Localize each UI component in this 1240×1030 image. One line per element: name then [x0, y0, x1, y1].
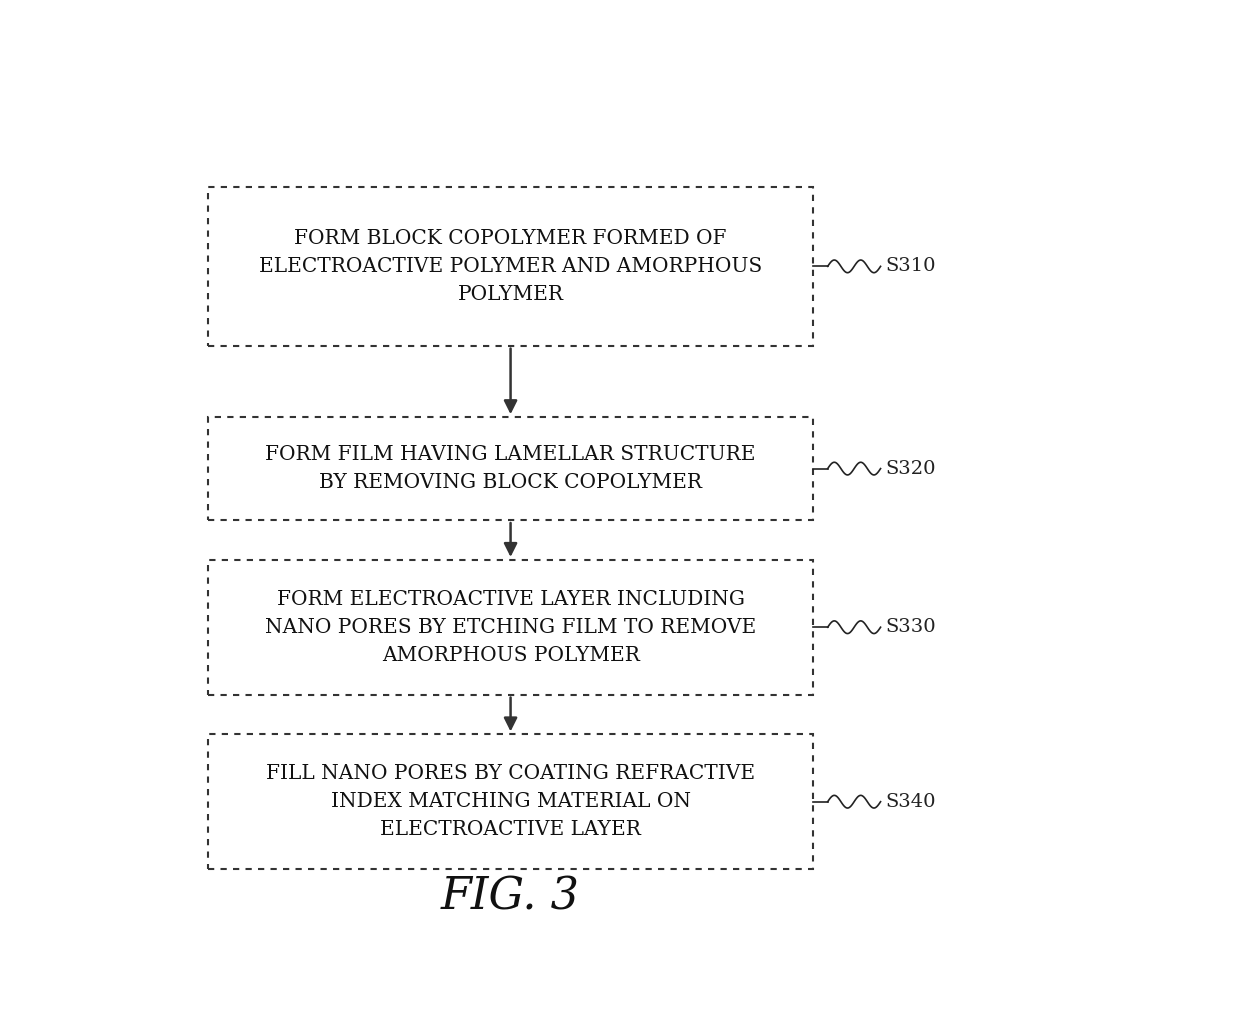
Text: FORM BLOCK COPOLYMER FORMED OF
ELECTROACTIVE POLYMER AND AMORPHOUS
POLYMER: FORM BLOCK COPOLYMER FORMED OF ELECTROAC…: [259, 229, 763, 304]
Bar: [208, 560, 813, 694]
Text: S340: S340: [885, 793, 936, 811]
Bar: [208, 734, 813, 869]
Text: FILL NANO PORES BY COATING REFRACTIVE
INDEX MATCHING MATERIAL ON
ELECTROACTIVE L: FILL NANO PORES BY COATING REFRACTIVE IN…: [267, 764, 755, 839]
Text: FORM FILM HAVING LAMELLAR STRUCTURE
BY REMOVING BLOCK COPOLYMER: FORM FILM HAVING LAMELLAR STRUCTURE BY R…: [265, 445, 756, 492]
Text: S320: S320: [885, 459, 936, 478]
Text: FIG. 3: FIG. 3: [441, 876, 580, 919]
Text: FORM ELECTROACTIVE LAYER INCLUDING
NANO PORES BY ETCHING FILM TO REMOVE
AMORPHOU: FORM ELECTROACTIVE LAYER INCLUDING NANO …: [265, 590, 756, 664]
Bar: [208, 187, 813, 346]
Text: S310: S310: [885, 258, 936, 275]
Text: S330: S330: [885, 618, 936, 637]
Bar: [208, 417, 813, 520]
